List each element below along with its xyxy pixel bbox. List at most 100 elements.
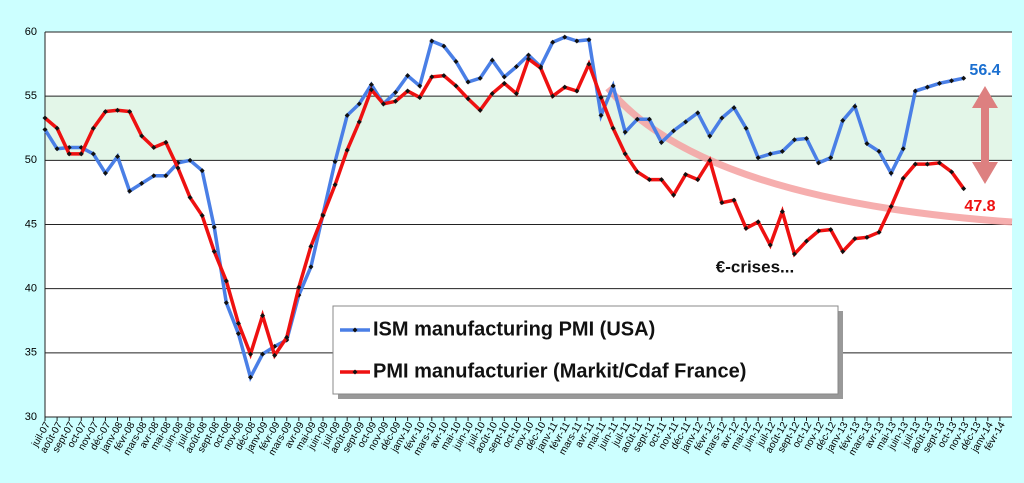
point-marker <box>465 79 471 85</box>
point-marker <box>562 34 568 40</box>
point-marker <box>574 88 580 94</box>
point-marker <box>900 175 906 181</box>
point-marker <box>707 157 713 163</box>
point-marker <box>852 236 858 242</box>
point-marker <box>586 61 592 67</box>
point-marker <box>550 93 556 99</box>
point-marker <box>477 75 483 81</box>
point-marker <box>961 186 967 192</box>
point-marker <box>634 116 640 122</box>
point-marker <box>743 125 749 131</box>
point-marker <box>912 161 918 167</box>
point-marker <box>526 52 531 58</box>
point-marker <box>465 96 471 102</box>
point-marker <box>260 351 266 357</box>
point-marker <box>755 219 761 225</box>
y-tick-label: 40 <box>25 283 37 295</box>
legend-label: ISM manufacturing PMI (USA) <box>373 318 655 340</box>
point-marker <box>622 129 628 135</box>
point-marker <box>816 160 822 166</box>
point-marker <box>755 155 761 161</box>
point-marker <box>840 248 846 254</box>
y-tick-label: 30 <box>25 411 37 423</box>
point-marker <box>695 110 701 116</box>
point-marker <box>320 213 326 219</box>
point-marker <box>489 57 495 63</box>
point-marker <box>332 159 338 165</box>
point-marker <box>779 148 785 154</box>
point-marker <box>719 200 725 206</box>
point-marker <box>949 78 955 84</box>
point-marker <box>211 248 217 254</box>
point-marker <box>767 151 773 157</box>
legend-box <box>332 305 839 395</box>
point-marker <box>139 133 145 139</box>
point-marker <box>453 83 459 89</box>
point-marker <box>574 38 580 44</box>
point-marker <box>767 242 773 248</box>
point-marker <box>151 145 157 150</box>
annotation: 47.8 <box>964 198 995 215</box>
point-marker <box>501 80 507 86</box>
point-marker <box>102 109 108 115</box>
point-marker <box>658 177 664 183</box>
point-marker <box>272 352 278 358</box>
gap-arrow <box>972 86 998 184</box>
point-marker <box>864 234 870 240</box>
point-marker <box>235 331 241 337</box>
point-marker <box>719 115 725 121</box>
point-marker <box>852 103 858 109</box>
point-marker <box>779 209 785 215</box>
point-marker <box>562 84 568 90</box>
point-marker <box>936 160 942 166</box>
annotation: 56.4 <box>969 62 1000 79</box>
point-marker <box>102 170 108 176</box>
legend-label: PMI manufacturier (Markit/Cdaf France) <box>373 360 746 382</box>
point-marker <box>731 197 737 203</box>
point-marker <box>405 73 411 79</box>
point-marker <box>429 74 435 80</box>
point-marker <box>828 155 834 161</box>
point-marker <box>586 37 592 43</box>
legend: ISM manufacturing PMI (USA) PMI manufactu… <box>332 305 843 399</box>
point-marker <box>453 59 459 65</box>
point-marker <box>912 88 918 94</box>
point-marker <box>42 127 48 133</box>
highlight-band <box>45 96 1012 161</box>
point-marker <box>260 313 266 319</box>
point-marker <box>151 173 157 179</box>
point-marker <box>127 109 133 115</box>
point-marker <box>368 82 374 88</box>
annotation: €-crises... <box>716 257 794 276</box>
point-marker <box>380 101 386 107</box>
point-marker <box>707 133 713 139</box>
point-marker <box>199 213 205 219</box>
point-marker <box>187 157 193 163</box>
point-marker <box>308 243 314 249</box>
point-marker <box>175 165 181 171</box>
point-marker <box>441 73 447 79</box>
point-marker <box>864 141 870 147</box>
point-marker <box>90 151 96 157</box>
point-marker <box>393 89 399 95</box>
point-marker <box>526 56 531 62</box>
point-marker <box>405 88 411 94</box>
point-marker <box>393 98 399 104</box>
point-marker <box>634 169 640 175</box>
point-marker <box>828 227 834 233</box>
point-marker <box>368 87 374 93</box>
trend-curve <box>605 85 1013 226</box>
point-marker <box>90 125 96 131</box>
point-marker <box>888 204 894 210</box>
point-marker <box>598 112 604 118</box>
point-marker <box>211 224 217 230</box>
y-tick-label: 35 <box>25 347 37 359</box>
point-marker <box>187 195 193 201</box>
y-tick-label: 45 <box>25 218 37 230</box>
point-marker <box>127 188 133 194</box>
point-marker <box>646 177 652 183</box>
point-marker <box>115 107 121 113</box>
point-marker <box>42 115 48 121</box>
legend-marker <box>352 327 358 333</box>
point-marker <box>441 43 447 49</box>
